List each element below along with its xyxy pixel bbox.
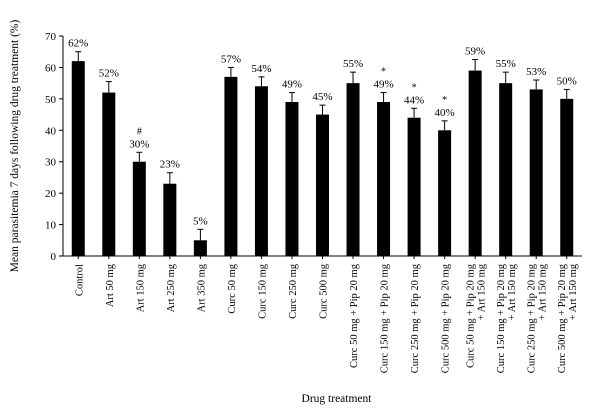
bar xyxy=(377,102,391,256)
bar xyxy=(132,161,146,256)
data-label: 53% xyxy=(526,66,546,78)
data-label: 44% xyxy=(404,94,424,106)
y-tick-label: 70 xyxy=(45,31,57,43)
category-label: Curc 150 mg + Pip 20 mg xyxy=(380,263,391,373)
bar xyxy=(346,83,360,257)
data-label: 52% xyxy=(99,68,119,80)
category-label: Curc 150 mg + Pip 20 mg xyxy=(496,263,507,373)
category-label: Curc 500 mg + Pip 20 mg xyxy=(441,263,452,373)
category-label: Control xyxy=(74,264,85,296)
data-label: 45% xyxy=(312,91,332,103)
y-tick-label: 40 xyxy=(45,125,57,137)
bar xyxy=(71,61,85,257)
x-axis-title: Drug treatment xyxy=(302,393,373,405)
bar xyxy=(468,70,482,256)
category-label: + Art 150 mg xyxy=(477,263,488,320)
bar xyxy=(102,92,116,256)
y-tick-label: 20 xyxy=(45,188,57,200)
category-label: Curc 50 mg + Pip 20 mg xyxy=(466,263,477,368)
category-label: Art 50 mg xyxy=(105,263,116,307)
data-label: 59% xyxy=(465,46,485,58)
bar xyxy=(285,102,299,256)
category-label: Art 350 mg xyxy=(196,263,207,312)
category-label: + Art 150 mg xyxy=(507,263,518,320)
data-label: 62% xyxy=(68,38,88,50)
category-label: Curc 50 mg + Pip 20 mg xyxy=(349,263,360,368)
data-label: 50% xyxy=(557,75,577,87)
category-label: Curc 250 mg + Pip 20 mg xyxy=(527,263,538,373)
bar xyxy=(316,114,329,256)
data-label: 49% xyxy=(282,79,302,91)
data-label: 23% xyxy=(160,159,180,171)
data-label: 57% xyxy=(221,53,241,65)
bar xyxy=(224,76,238,256)
category-label: Curc 500 mg xyxy=(319,263,330,319)
bar xyxy=(529,89,543,256)
category-label: + Art 150 mg xyxy=(568,263,579,320)
y-tick-label: 30 xyxy=(45,157,57,169)
bar xyxy=(438,130,452,256)
data-label: 55% xyxy=(496,58,516,70)
bar xyxy=(254,86,268,257)
significance-marker: * xyxy=(442,95,447,106)
data-label: 5% xyxy=(193,215,208,227)
data-label: 54% xyxy=(251,63,271,75)
bar xyxy=(499,83,513,257)
y-tick-label: 50 xyxy=(45,94,57,106)
plot-area: 0 10 20 30 40 50 60 70 62% Control 52% Art 50 mg 30%… xyxy=(45,31,582,373)
significance-marker: * xyxy=(381,67,386,78)
category-label: Curc 250 mg + Pip 20 mg xyxy=(410,263,421,373)
bar xyxy=(407,117,421,256)
data-label: 49% xyxy=(373,79,393,91)
category-label: + Art 150 mg xyxy=(538,263,549,320)
category-label: Curc 250 mg xyxy=(288,263,299,319)
bar xyxy=(163,183,177,256)
category-label: Art 250 mg xyxy=(166,263,177,312)
data-label: 55% xyxy=(343,58,363,70)
category-label: Curc 500 mg + Pip 20 mg xyxy=(557,263,568,373)
bar xyxy=(193,240,207,256)
y-tick-label: 10 xyxy=(45,220,57,232)
y-axis-title: Mean parasitemia 7 days following drug t… xyxy=(9,20,21,273)
category-label: Curc 50 mg xyxy=(227,263,238,313)
y-tick-label: 60 xyxy=(45,62,57,74)
significance-marker: * xyxy=(412,82,417,93)
data-label: 30% xyxy=(129,138,149,150)
data-label: 40% xyxy=(435,107,455,119)
significance-marker: # xyxy=(137,126,142,137)
bar xyxy=(560,98,574,256)
y-tick-label: 0 xyxy=(51,251,57,263)
category-label: Curc 150 mg xyxy=(257,263,268,319)
category-label: Art 150 mg xyxy=(135,263,146,312)
